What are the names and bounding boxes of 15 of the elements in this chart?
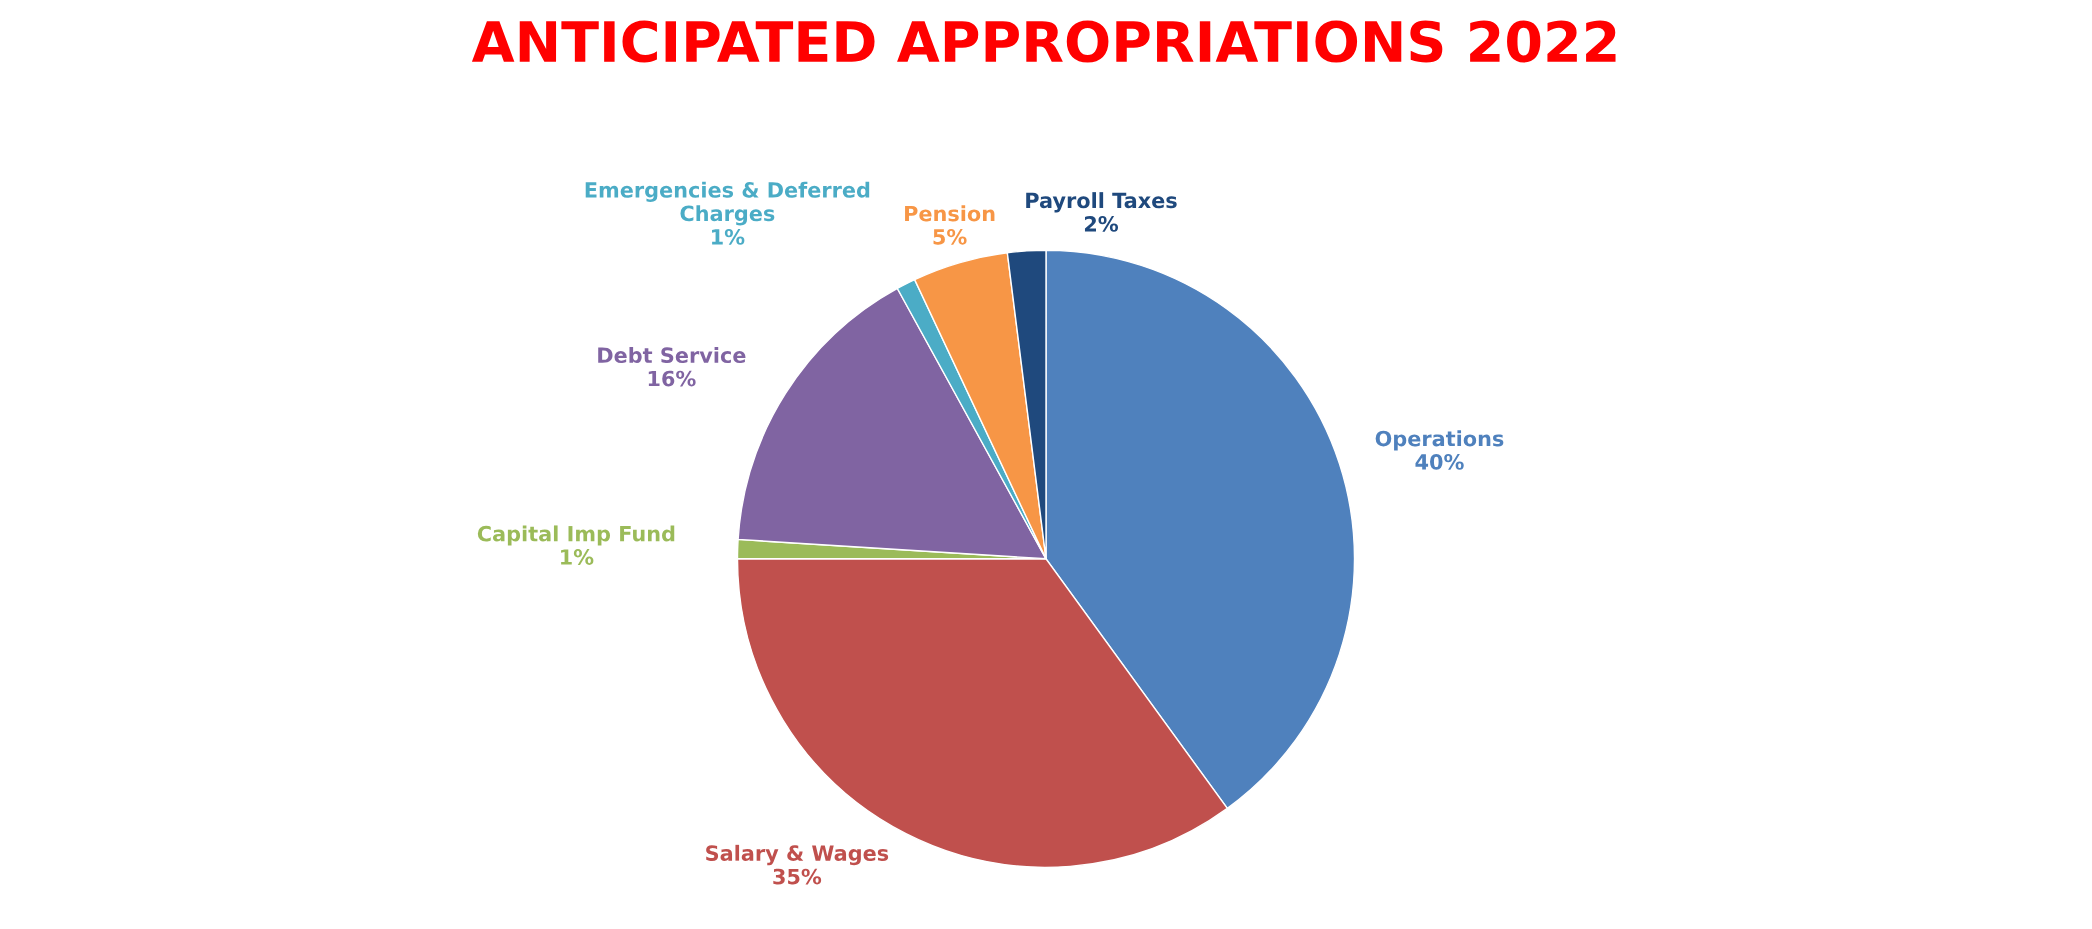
slice-label: Payroll Taxes (1026, 192, 1177, 213)
data-label: 1% (712, 228, 745, 245)
data-label: 16% (648, 370, 696, 387)
slice-label: Capital Imp Fund (477, 525, 675, 546)
slice-label: Salary & Wages (706, 844, 889, 866)
data-label: 35% (773, 868, 822, 885)
data-label: 2% (1084, 216, 1119, 232)
data-label: 1% (561, 549, 594, 565)
slice-label: Operations (1375, 430, 1504, 451)
slice-label: Pension (905, 205, 995, 222)
chart-title: ANTICIPATED APPROPRIATIONS 2022 (471, 20, 1616, 63)
slice-label: Emergencies & Deferred Charges (585, 181, 870, 226)
data-label: 5% (933, 228, 967, 245)
slice-label: Debt Service (598, 346, 746, 364)
data-label: 40% (1415, 453, 1464, 470)
